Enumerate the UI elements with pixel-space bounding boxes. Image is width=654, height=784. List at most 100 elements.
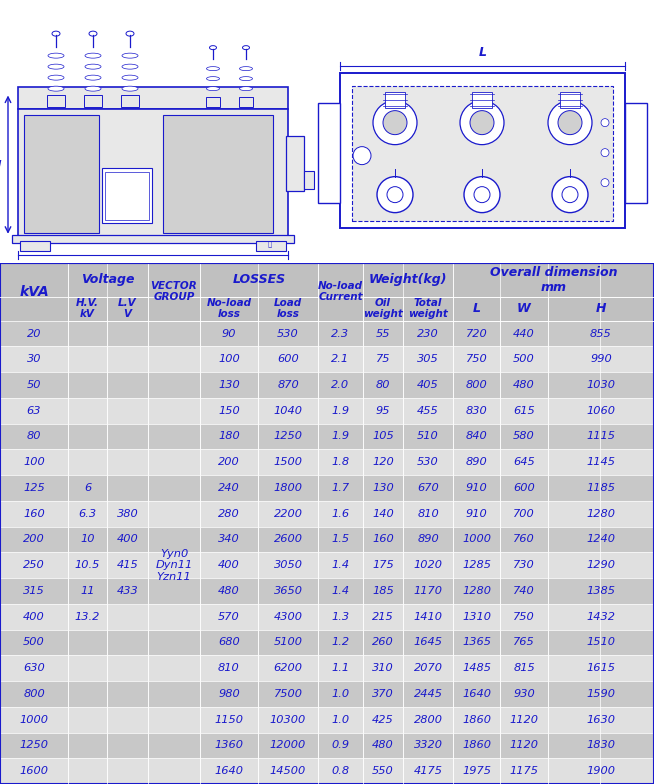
Text: 13.2: 13.2 [75,612,100,622]
Text: Yyn0
Dyn11
Yzn11: Yyn0 Dyn11 Yzn11 [156,549,193,582]
Circle shape [470,111,494,135]
Bar [107,630,148,655]
Bar [500,604,548,630]
Text: 1.0: 1.0 [332,715,349,724]
Bar [318,706,363,732]
Text: 800: 800 [466,380,487,390]
Bar [403,706,453,732]
Bar [107,347,148,372]
Text: 405: 405 [417,380,439,390]
Bar [68,527,107,552]
Bar [548,321,654,347]
Text: 750: 750 [466,354,487,365]
Bar [68,758,107,784]
Bar [453,655,500,681]
Text: 1280: 1280 [462,586,491,596]
Bar [102,168,152,223]
Text: 1432: 1432 [587,612,615,622]
Ellipse shape [122,64,138,69]
Bar [318,263,363,321]
Bar [148,630,200,655]
Bar [0,604,68,630]
Text: 1.7: 1.7 [332,483,349,493]
Bar [107,578,148,604]
Text: 840: 840 [466,431,487,441]
Bar [304,171,314,189]
Bar [560,92,580,107]
Bar [500,630,548,655]
Bar [258,475,318,501]
Bar [548,578,654,604]
Bar [258,347,318,372]
Bar [318,475,363,501]
Text: 10.5: 10.5 [75,561,100,570]
Bar [107,758,148,784]
Text: 215: 215 [372,612,394,622]
Bar [548,732,654,758]
Text: 1900: 1900 [587,766,615,776]
Text: 120: 120 [372,457,394,467]
Text: 630: 630 [23,663,45,673]
Bar [403,578,453,604]
Text: 1500: 1500 [273,457,303,467]
Text: 810: 810 [218,663,240,673]
Bar [363,630,403,655]
Bar [107,397,148,423]
Bar [148,263,200,321]
Text: 550: 550 [372,766,394,776]
Circle shape [601,149,609,157]
Bar [148,423,200,449]
Bar [548,449,654,475]
Bar [200,449,258,475]
Text: 1485: 1485 [462,663,491,673]
Bar [453,423,500,449]
Bar [0,552,68,578]
Bar [121,95,139,107]
Text: 890: 890 [466,457,487,467]
Text: 185: 185 [372,586,394,596]
Bar [68,296,107,321]
Text: 6200: 6200 [273,663,303,673]
Bar [68,263,148,296]
Bar [107,321,148,347]
Bar [107,501,148,527]
Bar [148,758,200,784]
Bar [548,296,654,321]
Bar [68,706,107,732]
Bar [0,449,68,475]
Text: Weight(kg): Weight(kg) [369,273,447,286]
Text: 2.1: 2.1 [332,354,349,365]
Circle shape [562,187,578,202]
Bar [258,681,318,706]
Text: 480: 480 [513,380,535,390]
Bar [548,681,654,706]
Ellipse shape [207,67,220,71]
Ellipse shape [122,53,138,58]
Circle shape [548,100,592,144]
Bar [107,527,148,552]
Text: 730: 730 [513,561,535,570]
Circle shape [601,118,609,127]
Bar [500,296,548,321]
Text: 1590: 1590 [587,689,615,699]
Text: 6: 6 [84,483,91,493]
Bar [107,655,148,681]
Circle shape [552,176,588,212]
Text: 370: 370 [372,689,394,699]
Bar [472,92,492,107]
Bar [258,397,318,423]
Bar [107,681,148,706]
Bar [453,681,500,706]
Bar [68,501,107,527]
Bar [200,475,258,501]
Text: No-load
loss: No-load loss [207,298,252,319]
Bar [403,423,453,449]
Bar [148,372,200,397]
Circle shape [474,187,490,202]
Text: 180: 180 [218,431,240,441]
Text: L: L [479,45,487,59]
Bar [363,296,403,321]
Bar [200,681,258,706]
Text: 1030: 1030 [587,380,615,390]
Text: 4175: 4175 [413,766,443,776]
